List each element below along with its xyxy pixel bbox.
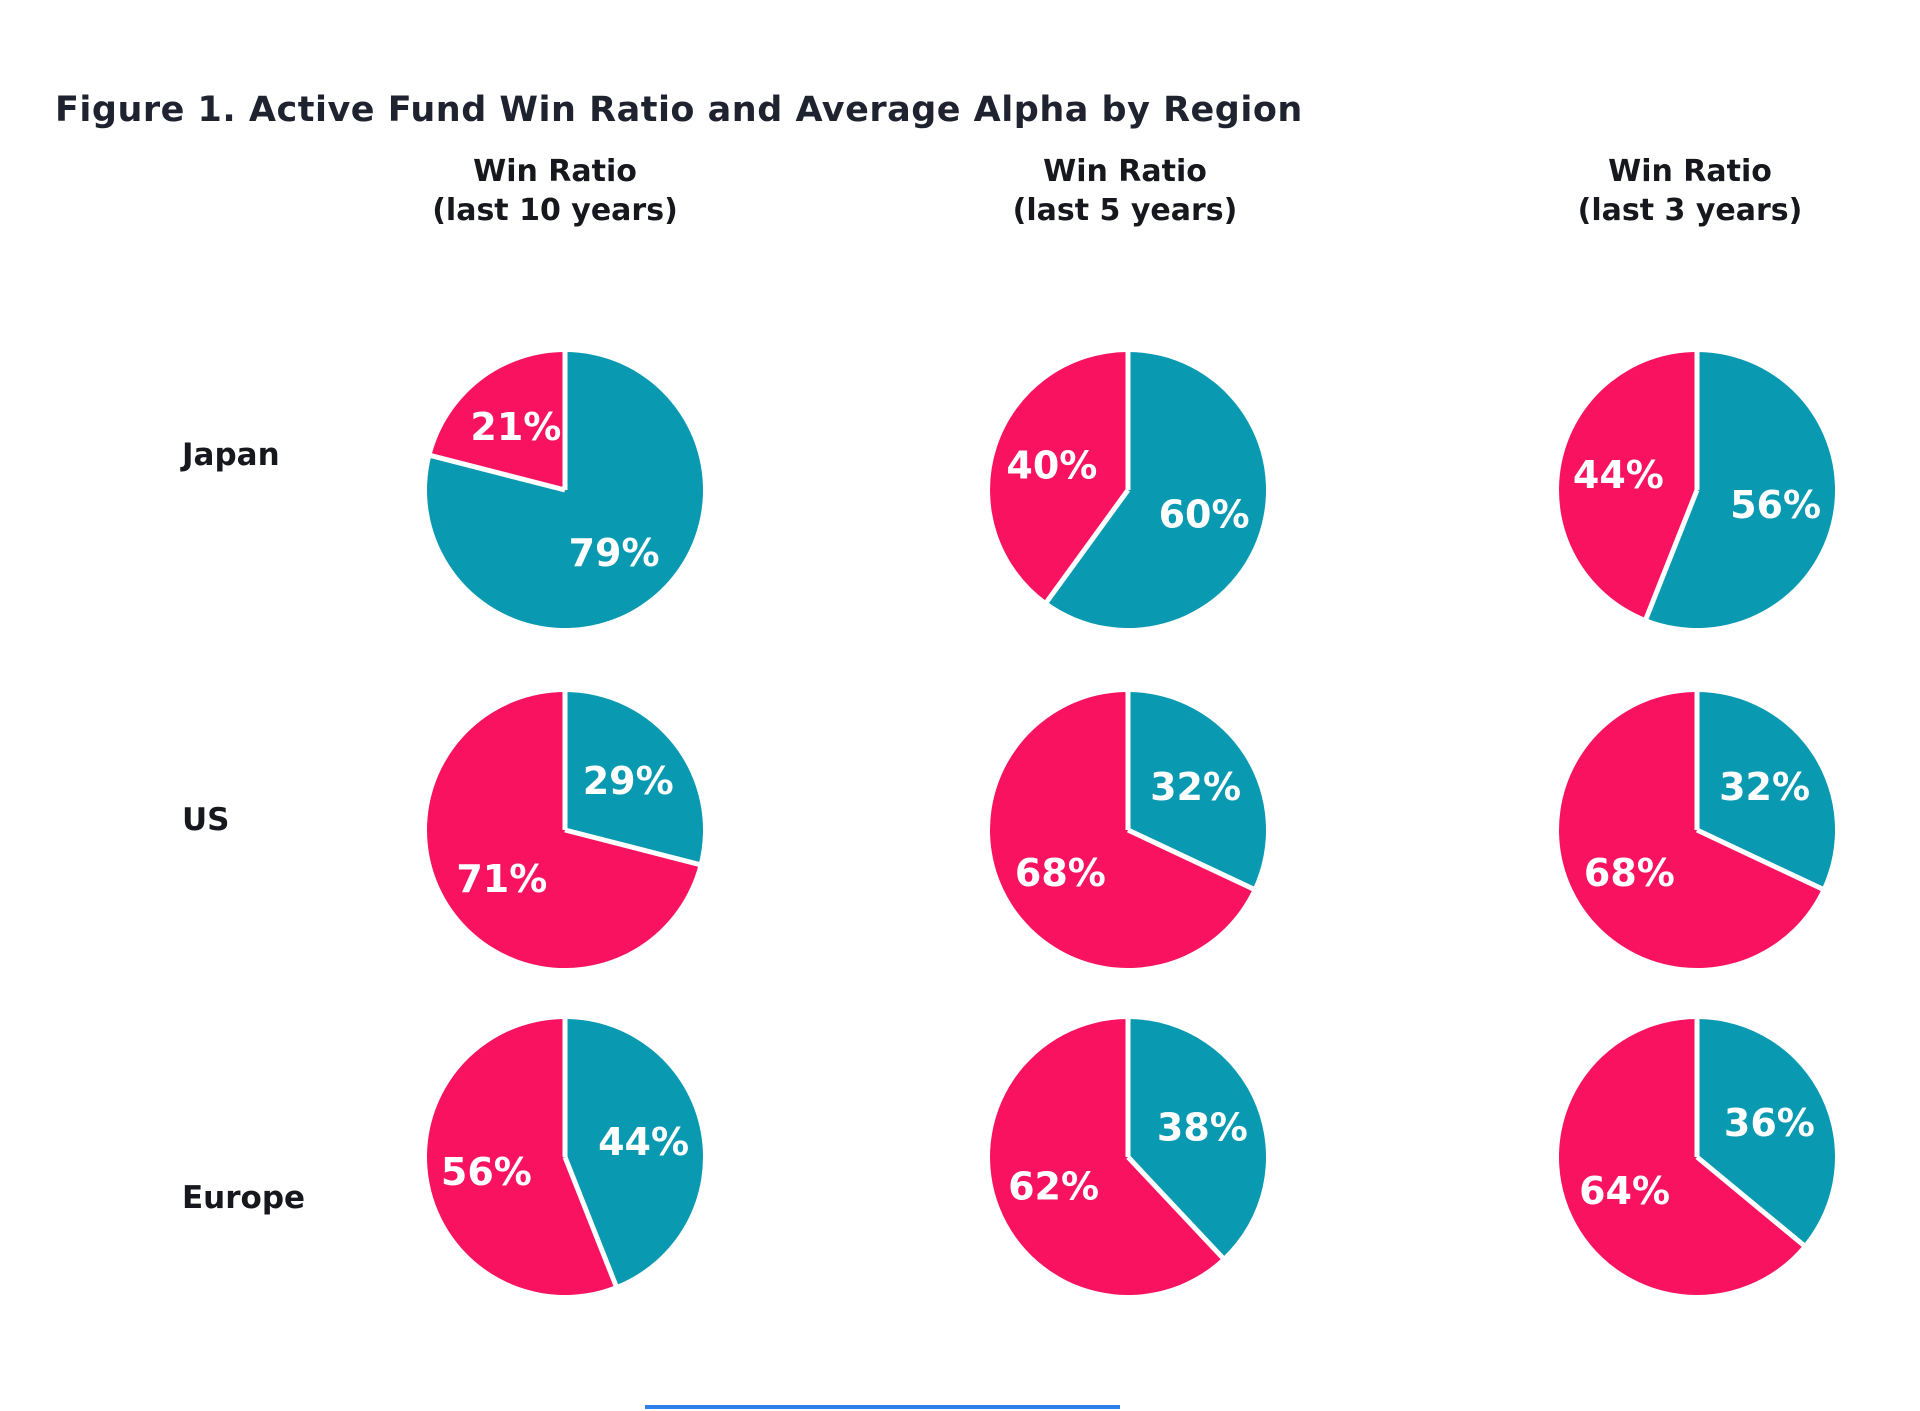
- pie-slice-pink: [427, 1019, 616, 1295]
- pie-slice-teal: [565, 692, 703, 865]
- pink-slice-label: 56%: [441, 1150, 532, 1194]
- pink-slice-label: 64%: [1579, 1169, 1670, 1213]
- teal-slice-label: 79%: [569, 531, 660, 575]
- column-header-line1: Win Ratio: [1608, 154, 1772, 189]
- teal-slice-label: 56%: [1730, 483, 1821, 527]
- row-label-japan: Japan: [182, 437, 280, 473]
- teal-slice-label: 32%: [1150, 765, 1241, 809]
- teal-slice-label: 32%: [1719, 765, 1810, 809]
- slice-divider-line: [1126, 1155, 1225, 1261]
- column-header-line1: Win Ratio: [473, 154, 637, 189]
- pink-slice-label: 68%: [1584, 851, 1675, 895]
- pie-us-3y: 32% 68%: [1552, 685, 1842, 975]
- slice-divider-line: [1695, 827, 1824, 892]
- teal-slice-label: 38%: [1157, 1106, 1248, 1150]
- column-header-last-10-years: Win Ratio (last 10 years): [335, 152, 775, 230]
- pie-slice-pink: [990, 352, 1128, 602]
- pink-slice-label: 71%: [456, 857, 547, 901]
- pie-svg: 29% 71%: [426, 691, 703, 968]
- teal-slice-label: 60%: [1159, 493, 1250, 537]
- row-label-europe: Europe: [182, 1180, 306, 1216]
- figure-title: Figure 1. Active Fund Win Ratio and Aver…: [55, 90, 1303, 130]
- pie-svg: 32% 68%: [990, 691, 1267, 968]
- teal-slice-label: 29%: [583, 759, 674, 803]
- row-label-us: US: [182, 802, 230, 838]
- pink-slice-label: 40%: [1006, 443, 1097, 487]
- pie-slice-teal: [1128, 692, 1267, 889]
- pie-slice-pink: [1558, 352, 1697, 619]
- pie-slice-pink: [1559, 692, 1822, 968]
- slice-divider-line: [1695, 1155, 1806, 1248]
- pie-slice-pink: [990, 692, 1253, 968]
- slice-divider-line: [564, 827, 701, 867]
- pink-slice-label: 44%: [1573, 453, 1664, 497]
- pie-europe-5y: 38% 62%: [983, 1012, 1273, 1302]
- pink-slice-label: 62%: [1008, 1165, 1099, 1209]
- column-header-last-5-years: Win Ratio (last 5 years): [905, 152, 1345, 230]
- pie-slice-teal: [1697, 1019, 1835, 1245]
- slice-divider-line: [429, 453, 566, 493]
- pie-us-5y: 32% 68%: [983, 685, 1273, 975]
- pink-slice-label: 21%: [470, 405, 561, 449]
- pie-slice-pink: [990, 1019, 1223, 1295]
- pie-slice-pink: [431, 352, 565, 490]
- column-header-line2: (last 3 years): [1577, 193, 1803, 228]
- pie-svg: 36% 64%: [1558, 1018, 1835, 1295]
- slice-divider-line: [562, 1156, 619, 1288]
- pie-svg: 79% 21%: [427, 351, 704, 628]
- bottom-divider-rule: [645, 1405, 1120, 1409]
- slice-divider-line: [1643, 489, 1700, 621]
- pie-svg: 60% 40%: [990, 351, 1267, 628]
- pink-slice-label: 68%: [1015, 851, 1106, 895]
- pie-us-10y: 29% 71%: [420, 685, 710, 975]
- pie-europe-10y: 44% 56%: [420, 1012, 710, 1302]
- pie-slice-pink: [1558, 1019, 1804, 1295]
- pie-svg: 56% 44%: [1558, 351, 1835, 628]
- teal-slice-label: 36%: [1724, 1101, 1815, 1145]
- pie-japan-3y: 56% 44%: [1552, 345, 1842, 635]
- pie-japan-10y: 79% 21%: [420, 345, 710, 635]
- pie-slice-teal: [1046, 352, 1267, 628]
- pie-svg: 32% 68%: [1559, 691, 1836, 968]
- teal-slice-label: 44%: [598, 1120, 689, 1164]
- pie-japan-5y: 60% 40%: [983, 345, 1273, 635]
- pie-slice-teal: [1646, 352, 1835, 628]
- column-header-line2: (last 5 years): [1012, 193, 1238, 228]
- pie-slice-teal: [1128, 1019, 1267, 1258]
- pie-europe-3y: 36% 64%: [1552, 1012, 1842, 1302]
- column-header-last-3-years: Win Ratio (last 3 years): [1470, 152, 1910, 230]
- pie-svg: 44% 56%: [427, 1018, 704, 1295]
- slice-divider-line: [1044, 488, 1131, 604]
- column-header-line2: (last 10 years): [432, 193, 678, 228]
- pie-slice-teal: [565, 1019, 704, 1286]
- slice-divider-line: [1126, 827, 1255, 892]
- pie-slice-teal: [1697, 692, 1836, 889]
- column-header-line1: Win Ratio: [1043, 154, 1207, 189]
- pie-svg: 38% 62%: [990, 1018, 1267, 1295]
